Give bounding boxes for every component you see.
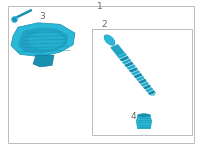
Polygon shape xyxy=(145,87,153,92)
Polygon shape xyxy=(138,79,147,84)
Polygon shape xyxy=(129,67,138,73)
Polygon shape xyxy=(104,35,115,46)
Polygon shape xyxy=(136,76,145,81)
Text: 3: 3 xyxy=(39,12,45,21)
Polygon shape xyxy=(110,44,125,56)
Polygon shape xyxy=(11,23,75,57)
Polygon shape xyxy=(131,70,140,76)
Text: 1: 1 xyxy=(97,2,103,11)
Polygon shape xyxy=(136,114,152,129)
Polygon shape xyxy=(148,90,156,95)
Polygon shape xyxy=(126,64,136,70)
Polygon shape xyxy=(122,59,131,64)
Polygon shape xyxy=(33,55,54,67)
Ellipse shape xyxy=(138,114,151,117)
Ellipse shape xyxy=(28,32,64,49)
Polygon shape xyxy=(143,84,151,90)
Polygon shape xyxy=(141,81,149,87)
Polygon shape xyxy=(104,35,115,45)
Polygon shape xyxy=(133,73,142,78)
Text: 2: 2 xyxy=(101,20,107,29)
Polygon shape xyxy=(117,53,127,59)
Polygon shape xyxy=(119,56,129,62)
Polygon shape xyxy=(124,61,134,67)
Polygon shape xyxy=(150,93,156,96)
Bar xyxy=(92,29,192,135)
Text: 4: 4 xyxy=(131,112,137,121)
Polygon shape xyxy=(18,27,68,54)
Polygon shape xyxy=(110,44,125,56)
